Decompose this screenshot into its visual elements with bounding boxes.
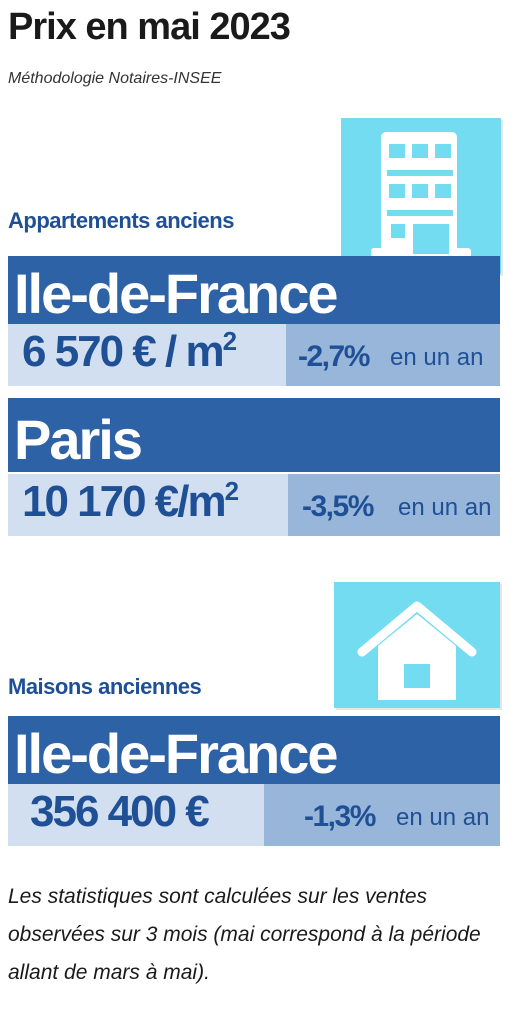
region-bar-paris: Paris [8, 398, 500, 472]
change-percent: -2,7% [298, 340, 370, 373]
region-bar-idf-houses: Ile-de-France [8, 716, 500, 784]
change-cell: -1,3% en un an [264, 784, 500, 846]
house-icon [357, 601, 477, 700]
footnote: Les statistiques sont calculées sur les … [8, 885, 481, 984]
change-cell: -2,7% en un an [286, 324, 500, 386]
building-icon-box [341, 118, 501, 274]
region-name: Ile-de-France [14, 722, 339, 784]
building-icon [371, 132, 471, 260]
price-cell: 6 570 € / m2 [8, 324, 286, 386]
region-name: Ile-de-France [14, 262, 339, 324]
apartments-section-label: Appartements anciens [8, 208, 234, 233]
price-cell: 356 400 € [8, 784, 264, 846]
price-value: 6 570 € / m2 [22, 326, 237, 376]
region-name: Paris [14, 408, 143, 471]
change-suffix: en un an [398, 494, 492, 521]
change-cell: -3,5% en un an [288, 474, 500, 536]
change-percent: -3,5% [302, 490, 374, 523]
price-cell: 10 170 €/m2 [8, 474, 288, 536]
change-percent: -1,3% [304, 800, 376, 833]
price-value: 10 170 €/m2 [22, 476, 239, 526]
price-row-idf-houses: 356 400 € -1,3% en un an [8, 784, 500, 846]
price-row-paris: 10 170 €/m2 -3,5% en un an [8, 474, 500, 536]
price-row-idf-apartments: 6 570 € / m2 -2,7% en un an [8, 324, 500, 386]
house-icon-box [334, 582, 500, 708]
methodology-subtitle: Méthodologie Notaires-INSEE [8, 70, 222, 87]
change-suffix: en un an [396, 804, 490, 831]
region-bar-idf-apartments: Ile-de-France [8, 256, 500, 324]
page-title: Prix en mai 2023 [8, 6, 291, 48]
price-value: 356 400 € [30, 787, 210, 836]
change-suffix: en un an [390, 344, 484, 371]
houses-section-label: Maisons anciennes [8, 674, 202, 699]
